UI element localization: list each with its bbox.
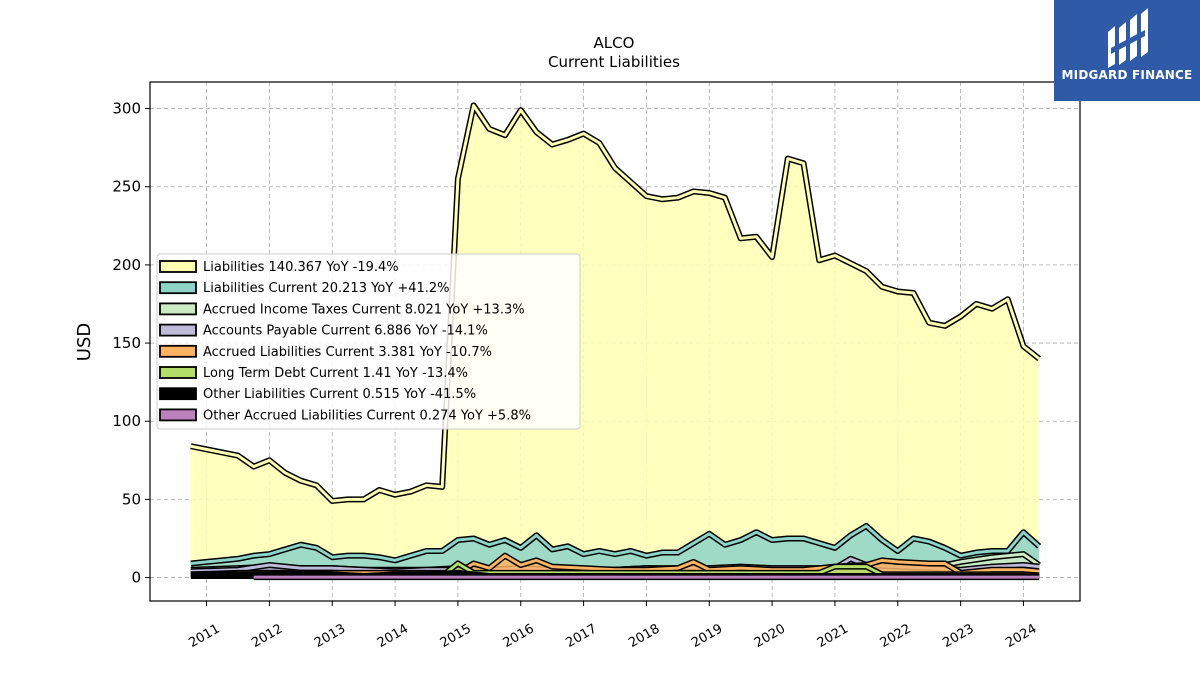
legend-swatch [159,260,197,273]
y-axis-label: USD [74,323,95,361]
legend-label: Accounts Payable Current 6.886 YoY -14.1… [203,324,488,339]
legend-label: Liabilities 140.367 YoY -19.4% [203,260,399,275]
y-tick-label: 50 [122,490,141,508]
x-tick-label: 2012 [249,621,285,651]
x-tick-label: 2014 [375,621,411,651]
x-tick-label: 2023 [940,621,976,651]
series-line [190,103,1041,503]
legend-box [156,253,581,430]
chart-title: ALCO [594,34,635,52]
legend-label: Other Liabilities Current 0.515 YoY -41.… [203,387,476,402]
y-tick-label: 100 [112,412,141,430]
legend-swatch [159,281,197,295]
x-tick-label: 2024 [1003,621,1039,651]
plot-frame [149,81,1081,602]
midgard-finance-logo: MIDGARD FINANCE [1054,0,1200,101]
logo-mark-icon [1108,8,1148,68]
x-tick-label: 2011 [186,621,222,651]
logo-text: MIDGARD FINANCE [1061,68,1193,82]
legend-swatch [159,344,197,358]
x-tick-label: 2015 [438,621,474,651]
x-tick-label: 2021 [815,621,851,651]
legend-label: Accrued Liabilities Current 3.381 YoY -1… [203,345,492,360]
x-tick-label: 2020 [752,621,788,651]
y-tick-label: 0 [131,569,141,587]
y-tick-label: 150 [112,334,141,352]
series-layer [190,102,1042,581]
legend-swatch [159,323,197,337]
legend-label: Accrued Income Taxes Current 8.021 YoY +… [203,302,525,317]
x-tick-label: 2017 [563,621,599,651]
y-axis: 0 50 100 150 200 250 300 [112,100,150,587]
y-tick-label: 300 [112,100,141,118]
x-tick-label: 2013 [312,621,348,651]
legend-swatch [159,387,197,401]
y-tick-label: 200 [112,256,141,274]
x-tick-label: 2018 [626,621,662,651]
y-tick-label: 250 [112,178,141,196]
legend-label: Long Term Debt Current 1.41 YoY -13.4% [203,366,468,381]
legend-label: Other Accrued Liabilities Current 0.274 … [203,408,531,423]
x-axis: 2011 2012 2013 2014 2015 2016 2017 2018 2019 2020… [186,601,1039,651]
chart-subtitle: Current Liabilities [548,53,680,71]
x-tick-label: 2016 [501,621,537,651]
series-line [190,524,1041,565]
legend-swatch [159,302,197,316]
legend-label: Liabilities Current 20.213 YoY +41.2% [203,281,450,296]
series-area [190,105,1040,578]
legend: Liabilities 140.367 YoY -19.4% Liabilitie… [156,253,581,430]
legend-swatch [159,366,197,379]
x-tick-label: 2022 [878,621,914,651]
legend-swatch [159,408,197,422]
x-tick-label: 2019 [689,621,725,651]
